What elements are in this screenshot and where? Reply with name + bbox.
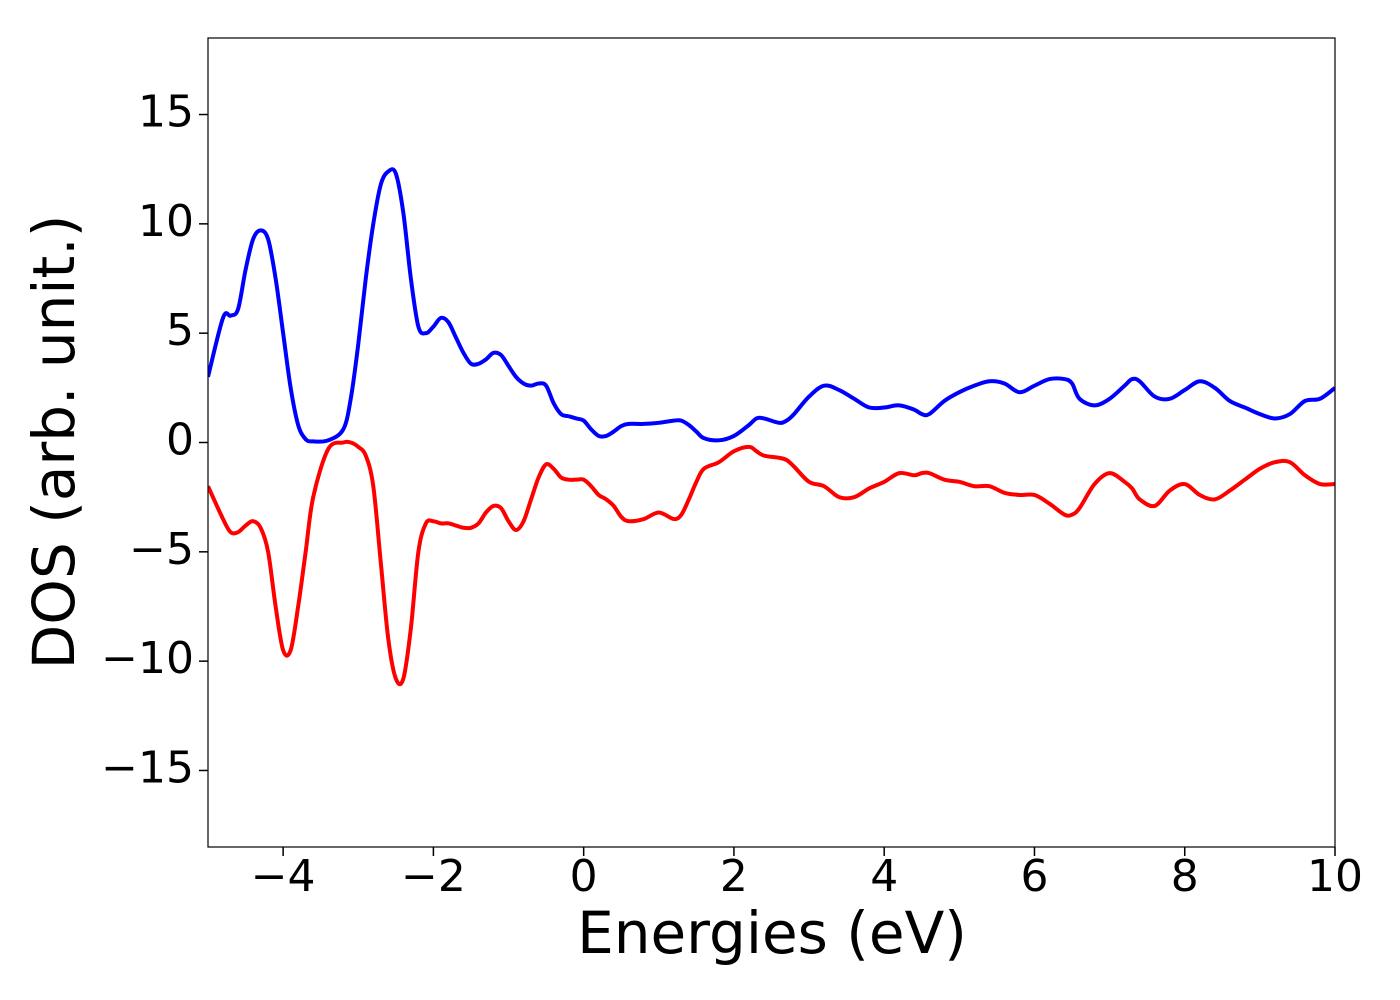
y-tick-label: −10	[101, 633, 194, 684]
dos-line	[208, 439, 1335, 687]
y-tick-label: −15	[101, 742, 194, 793]
y-tick-label: 15	[138, 87, 194, 138]
y-tick-label: 5	[166, 305, 194, 356]
x-tick-label: 4	[870, 851, 898, 902]
y-tick-label: 10	[138, 196, 194, 247]
x-axis-label: Energies (eV)	[577, 899, 967, 967]
x-tick-label: 0	[570, 851, 598, 902]
x-tick-label: −2	[401, 851, 466, 902]
y-tick-label: −5	[129, 524, 194, 575]
dos-line	[208, 167, 1335, 444]
x-tick-label: 2	[720, 851, 748, 902]
y-tick-label: 0	[166, 415, 194, 466]
x-tick-label: −4	[251, 851, 316, 902]
x-tick-label: 6	[1020, 851, 1048, 902]
y-axis-label: DOS (arb. unit.)	[20, 215, 88, 670]
x-tick-label: 8	[1171, 851, 1199, 902]
plot-area	[208, 167, 1335, 687]
x-tick-label: 10	[1307, 851, 1363, 902]
